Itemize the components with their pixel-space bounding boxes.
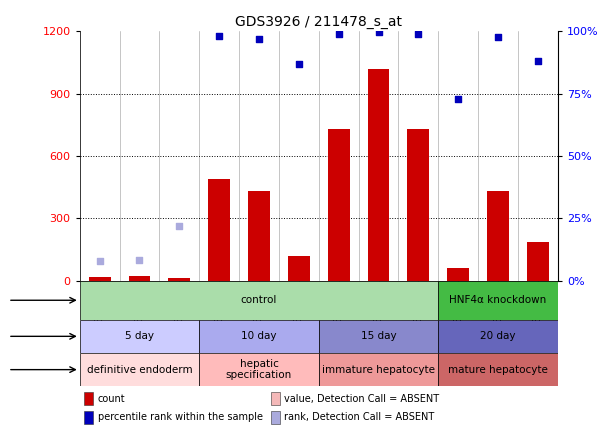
Bar [199,353,319,386]
Bar [438,353,558,386]
Bar [518,31,558,281]
Bar [89,277,110,281]
Bar [120,31,159,281]
Bar [438,281,558,320]
Text: definitive endoderm: definitive endoderm [86,365,192,375]
Text: percentile rank within the sample: percentile rank within the sample [98,412,263,422]
Bar [398,31,438,281]
Bar [85,392,93,405]
Text: 10 day: 10 day [242,331,276,341]
Bar [478,31,518,281]
Bar [239,31,279,281]
Point [413,30,423,37]
Bar [447,268,469,281]
Bar [487,191,509,281]
Bar [80,31,120,281]
Bar [80,353,199,386]
Bar [129,276,150,281]
Text: 5 day: 5 day [125,331,154,341]
Bar [359,31,398,281]
Text: 20 day: 20 day [481,331,516,341]
Text: value, Detection Call = ABSENT: value, Detection Call = ABSENT [284,394,440,404]
Bar [199,320,319,353]
Bar [438,31,478,281]
Bar [208,179,230,281]
Text: 15 day: 15 day [360,331,397,341]
Point [533,58,543,65]
Bar [271,392,280,405]
Point [294,60,304,67]
Bar [319,320,438,353]
Point [94,258,104,265]
Bar [80,320,199,353]
Text: control: control [241,295,277,305]
Point [333,30,343,37]
Text: count: count [98,394,126,404]
Bar [328,129,349,281]
Text: HNF4α knockdown: HNF4α knockdown [449,295,547,305]
Bar [408,129,429,281]
Bar [271,411,280,424]
Bar [319,31,359,281]
Title: GDS3926 / 211478_s_at: GDS3926 / 211478_s_at [235,15,402,29]
Text: immature hepatocyte: immature hepatocyte [322,365,435,375]
Bar [288,256,310,281]
Bar [159,31,199,281]
Bar [319,353,438,386]
Bar [438,320,558,353]
Bar [279,31,319,281]
Point [454,95,463,102]
Point [254,35,264,42]
Point [493,34,503,41]
Bar [169,278,190,281]
Bar [527,242,549,281]
Point [134,256,145,263]
Bar [80,281,438,320]
Text: mature hepatocyte: mature hepatocyte [448,365,548,375]
Text: rank, Detection Call = ABSENT: rank, Detection Call = ABSENT [284,412,435,422]
Text: hepatic
specification: hepatic specification [226,359,292,381]
Point [215,32,224,40]
Point [373,29,384,36]
Bar [85,411,93,424]
Bar [368,68,389,281]
Bar [248,191,270,281]
Bar [199,31,239,281]
Point [175,222,185,230]
